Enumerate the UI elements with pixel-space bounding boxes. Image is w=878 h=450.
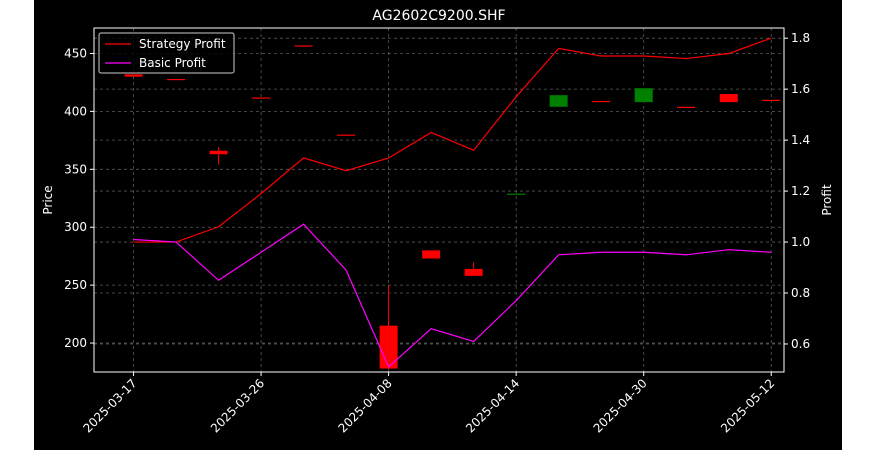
basic-profit-line: [133, 223, 772, 368]
y-tick-label-right: 1.8: [791, 31, 810, 45]
plot-frame: [93, 27, 785, 373]
legend-box: [98, 32, 235, 74]
y-tick-label-right: 1.6: [791, 82, 810, 96]
y-tick-label-left: 350: [64, 162, 87, 176]
candle-body: [124, 74, 143, 77]
y-tick-label-right: 1.2: [791, 184, 810, 198]
candle-body: [592, 100, 611, 103]
x-tick-label: 2025-03-26: [208, 376, 267, 435]
candle-body: [167, 78, 186, 81]
y-tick-label-left: 200: [64, 336, 87, 350]
x-tick-label: 2025-03-17: [80, 376, 139, 435]
y-axis-label-left: Price: [41, 185, 55, 214]
legend: Strategy Profit Basic Profit: [98, 32, 235, 74]
chart-svg: 200 250 300 350 400 450 0.6 0.8 1.0 1.2 1.4 1.6 1.8 2…: [41, 8, 834, 435]
x-tick-label: 2025-04-14: [463, 376, 522, 435]
candle-body: [209, 150, 228, 155]
candle-body: [762, 99, 781, 102]
strategy-profit-line: [133, 37, 772, 243]
legend-label-basic-profit: Basic Profit: [139, 56, 206, 70]
chart-title: AG2602C9200.SHF: [372, 8, 505, 24]
axes: 200 250 300 350 400 450 0.6 0.8 1.0 1.2 1.4 1.6 1.8 2…: [64, 31, 810, 435]
candle-body: [422, 250, 441, 259]
y-tick-label-right: 1.0: [791, 235, 810, 249]
candle-body: [677, 106, 696, 108]
candle-body: [634, 88, 653, 103]
candle-body: [337, 134, 356, 136]
candle-body: [294, 45, 313, 47]
y-tick-label-left: 300: [64, 220, 87, 234]
candlesticks: [124, 45, 781, 370]
candle-body: [379, 325, 398, 369]
grid: [94, 28, 784, 372]
x-tick-label: 2025-05-12: [718, 376, 777, 435]
y-tick-label-right: 1.4: [791, 133, 810, 147]
candle-body: [507, 193, 526, 195]
candle-body: [464, 268, 483, 276]
candle-body: [549, 95, 568, 107]
candle-body: [719, 94, 738, 103]
y-tick-label-right: 0.8: [791, 286, 810, 300]
y-tick-label-left: 250: [64, 278, 87, 292]
candle-body: [252, 97, 271, 99]
x-tick-label: 2025-04-08: [336, 376, 395, 435]
y-tick-label-left: 400: [64, 104, 87, 118]
y-axis-label-right: Profit: [820, 184, 834, 216]
profit-lines: [133, 37, 772, 368]
x-tick-label: 2025-04-30: [591, 376, 650, 435]
y-tick-label-left: 450: [64, 46, 87, 60]
legend-label-strategy-profit: Strategy Profit: [139, 37, 226, 51]
y-tick-label-right: 0.6: [791, 337, 810, 351]
chart-figure: 200 250 300 350 400 450 0.6 0.8 1.0 1.2 1.4 1.6 1.8 2…: [34, 0, 842, 450]
